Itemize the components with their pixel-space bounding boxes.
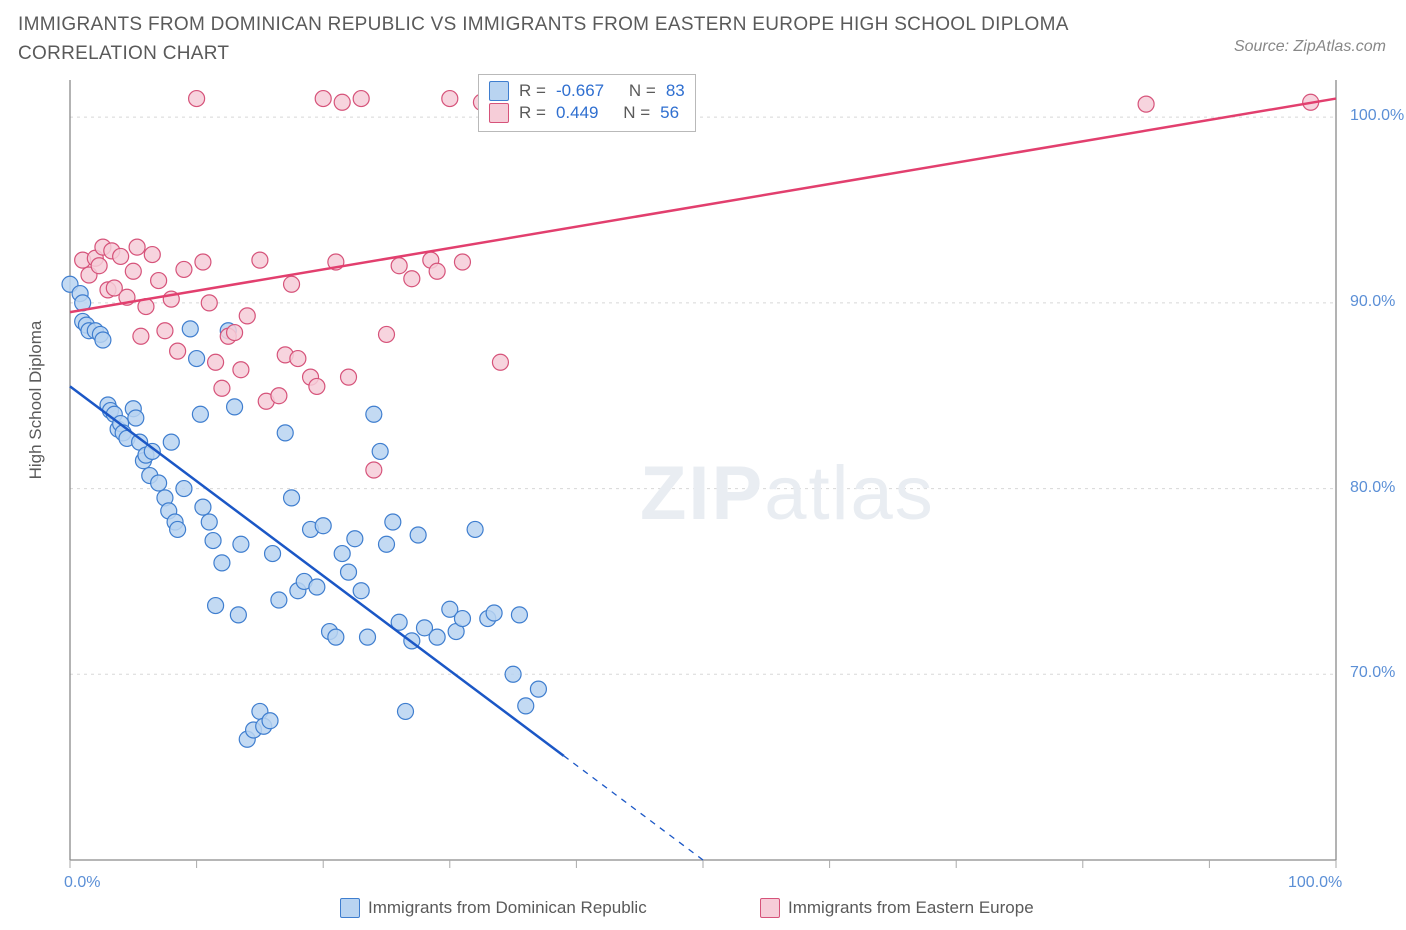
bottom-label-1: Immigrants from Dominican Republic [368,898,647,918]
r-value-2: 0.449 [556,103,599,123]
n-label-1: N = [629,81,656,101]
r-value-1: -0.667 [556,81,604,101]
bottom-legend-1: Immigrants from Dominican Republic [340,898,647,918]
legend-swatch-2 [489,103,509,123]
r-label-2: R = [519,103,546,123]
n-value-2: 56 [660,103,679,123]
ytick-label: 90.0% [1350,293,1395,311]
bottom-legend-2: Immigrants from Eastern Europe [760,898,1034,918]
xtick-label: 100.0% [1288,874,1342,892]
plot-area [60,70,1346,870]
ytick-label: 100.0% [1350,107,1404,125]
chart-container: IMMIGRANTS FROM DOMINICAN REPUBLIC VS IM… [0,0,1406,930]
stat-legend: R = -0.667 N = 83 R = 0.449 N = 56 [478,74,696,132]
r-label-1: R = [519,81,546,101]
bottom-swatch-1 [340,898,360,918]
n-value-1: 83 [666,81,685,101]
n-label-2: N = [623,103,650,123]
bottom-label-2: Immigrants from Eastern Europe [788,898,1034,918]
ytick-label: 70.0% [1350,664,1395,682]
bottom-swatch-2 [760,898,780,918]
xtick-label: 0.0% [64,874,100,892]
legend-swatch-1 [489,81,509,101]
chart-title: IMMIGRANTS FROM DOMINICAN REPUBLIC VS IM… [18,10,1138,69]
plot-svg [60,70,1346,870]
source-label: Source: ZipAtlas.com [1234,38,1386,56]
ytick-label: 80.0% [1350,479,1395,497]
y-axis-label: High School Diploma [26,321,46,480]
stat-row-1: R = -0.667 N = 83 [489,81,685,101]
stat-row-2: R = 0.449 N = 56 [489,103,685,123]
